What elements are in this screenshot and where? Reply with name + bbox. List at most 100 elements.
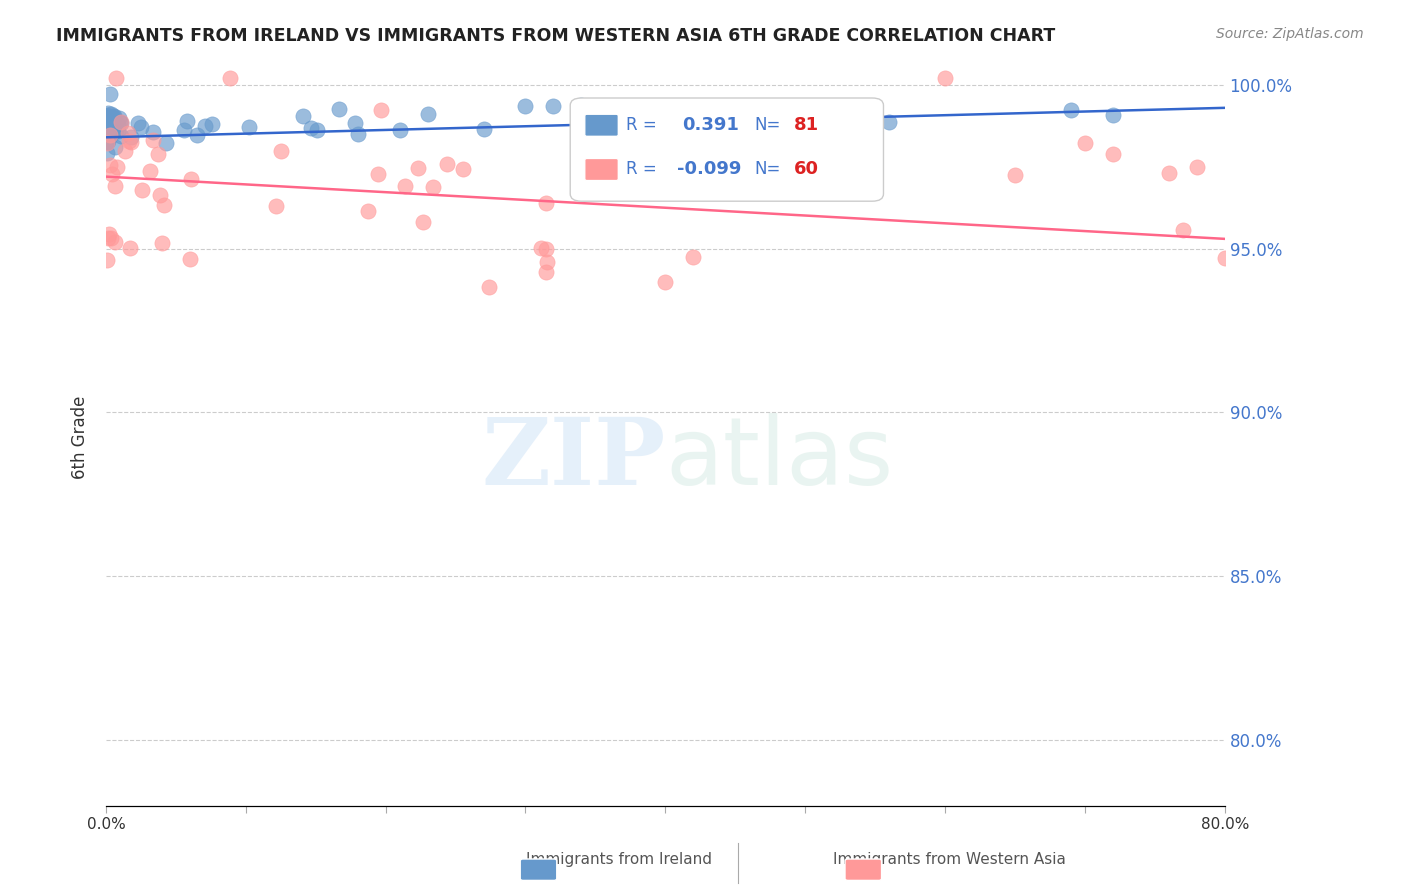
Point — [96, 112, 118, 126]
Point — [97, 120, 120, 135]
Point — [155, 136, 177, 150]
Point — [1074, 136, 1097, 150]
Point — [96, 146, 118, 161]
Point — [100, 106, 122, 120]
Point — [96, 124, 118, 138]
Text: N=: N= — [755, 160, 782, 178]
Point — [127, 116, 149, 130]
Point — [96, 122, 118, 136]
Point — [107, 112, 129, 126]
Point — [150, 235, 173, 250]
Point — [180, 171, 202, 186]
Point — [96, 117, 118, 131]
Point — [103, 112, 125, 126]
Point — [536, 265, 558, 279]
Point — [142, 133, 165, 147]
Point — [1004, 168, 1026, 182]
Point — [626, 131, 648, 145]
Point — [101, 110, 124, 124]
Point — [101, 167, 124, 181]
Text: IMMIGRANTS FROM IRELAND VS IMMIGRANTS FROM WESTERN ASIA 6TH GRADE CORRELATION CH: IMMIGRANTS FROM IRELAND VS IMMIGRANTS FR… — [56, 27, 1056, 45]
Point — [96, 136, 118, 151]
Point — [98, 125, 121, 139]
Point — [108, 115, 131, 129]
Point — [117, 127, 139, 141]
Point — [96, 129, 118, 144]
Text: Immigrants from Western Asia: Immigrants from Western Asia — [832, 852, 1066, 867]
Point — [104, 124, 127, 138]
Point — [98, 122, 121, 136]
Text: N=: N= — [755, 116, 782, 134]
Point — [515, 99, 537, 113]
Point — [104, 235, 127, 250]
FancyBboxPatch shape — [571, 98, 883, 202]
Text: 81: 81 — [794, 116, 820, 134]
Text: Immigrants from Ireland: Immigrants from Ireland — [526, 852, 711, 867]
Point — [107, 124, 129, 138]
Point — [194, 119, 217, 133]
Point — [343, 116, 366, 130]
Point — [408, 161, 430, 175]
Point — [863, 168, 886, 182]
Text: -0.099: -0.099 — [676, 160, 741, 178]
Point — [724, 165, 747, 179]
Point — [530, 242, 553, 256]
Point — [100, 112, 122, 126]
Point — [96, 120, 118, 135]
Point — [1185, 160, 1208, 174]
Text: R =: R = — [626, 160, 657, 178]
Point — [388, 123, 411, 137]
Point — [534, 242, 557, 256]
Point — [149, 188, 172, 202]
Point — [451, 162, 474, 177]
Point — [101, 109, 124, 123]
Point — [96, 123, 118, 137]
Point — [120, 135, 142, 149]
Point — [129, 120, 152, 134]
Point — [218, 71, 240, 86]
Text: atlas: atlas — [665, 413, 894, 505]
Point — [97, 134, 120, 148]
Point — [97, 120, 120, 134]
Point — [238, 120, 260, 135]
Point — [422, 180, 444, 194]
Point — [1101, 108, 1123, 122]
Point — [120, 130, 142, 145]
Point — [571, 98, 593, 112]
Point — [292, 109, 315, 123]
Point — [98, 112, 121, 127]
Point — [110, 115, 132, 129]
Point — [654, 275, 676, 289]
Point — [103, 109, 125, 123]
Point — [1157, 166, 1180, 180]
Point — [1213, 251, 1236, 265]
Point — [270, 144, 292, 158]
Text: 0.391: 0.391 — [682, 116, 740, 134]
Point — [416, 107, 439, 121]
Point — [117, 135, 139, 149]
Point — [107, 118, 129, 132]
Point — [328, 103, 350, 117]
Point — [131, 183, 153, 197]
Point — [146, 147, 169, 161]
FancyBboxPatch shape — [585, 159, 619, 180]
Point — [412, 215, 434, 229]
Point — [536, 255, 558, 269]
Point — [266, 199, 288, 213]
Point — [367, 167, 389, 181]
Point — [96, 135, 118, 149]
Point — [114, 145, 136, 159]
Point — [142, 125, 165, 139]
Point — [98, 128, 121, 142]
Point — [370, 103, 392, 117]
Point — [1101, 147, 1123, 161]
Point — [1060, 103, 1083, 117]
Point — [97, 105, 120, 120]
Point — [877, 115, 900, 129]
Point — [96, 117, 118, 131]
Point — [110, 128, 132, 143]
Point — [96, 111, 118, 125]
Point — [583, 128, 606, 143]
Point — [105, 71, 128, 86]
Point — [98, 129, 121, 144]
